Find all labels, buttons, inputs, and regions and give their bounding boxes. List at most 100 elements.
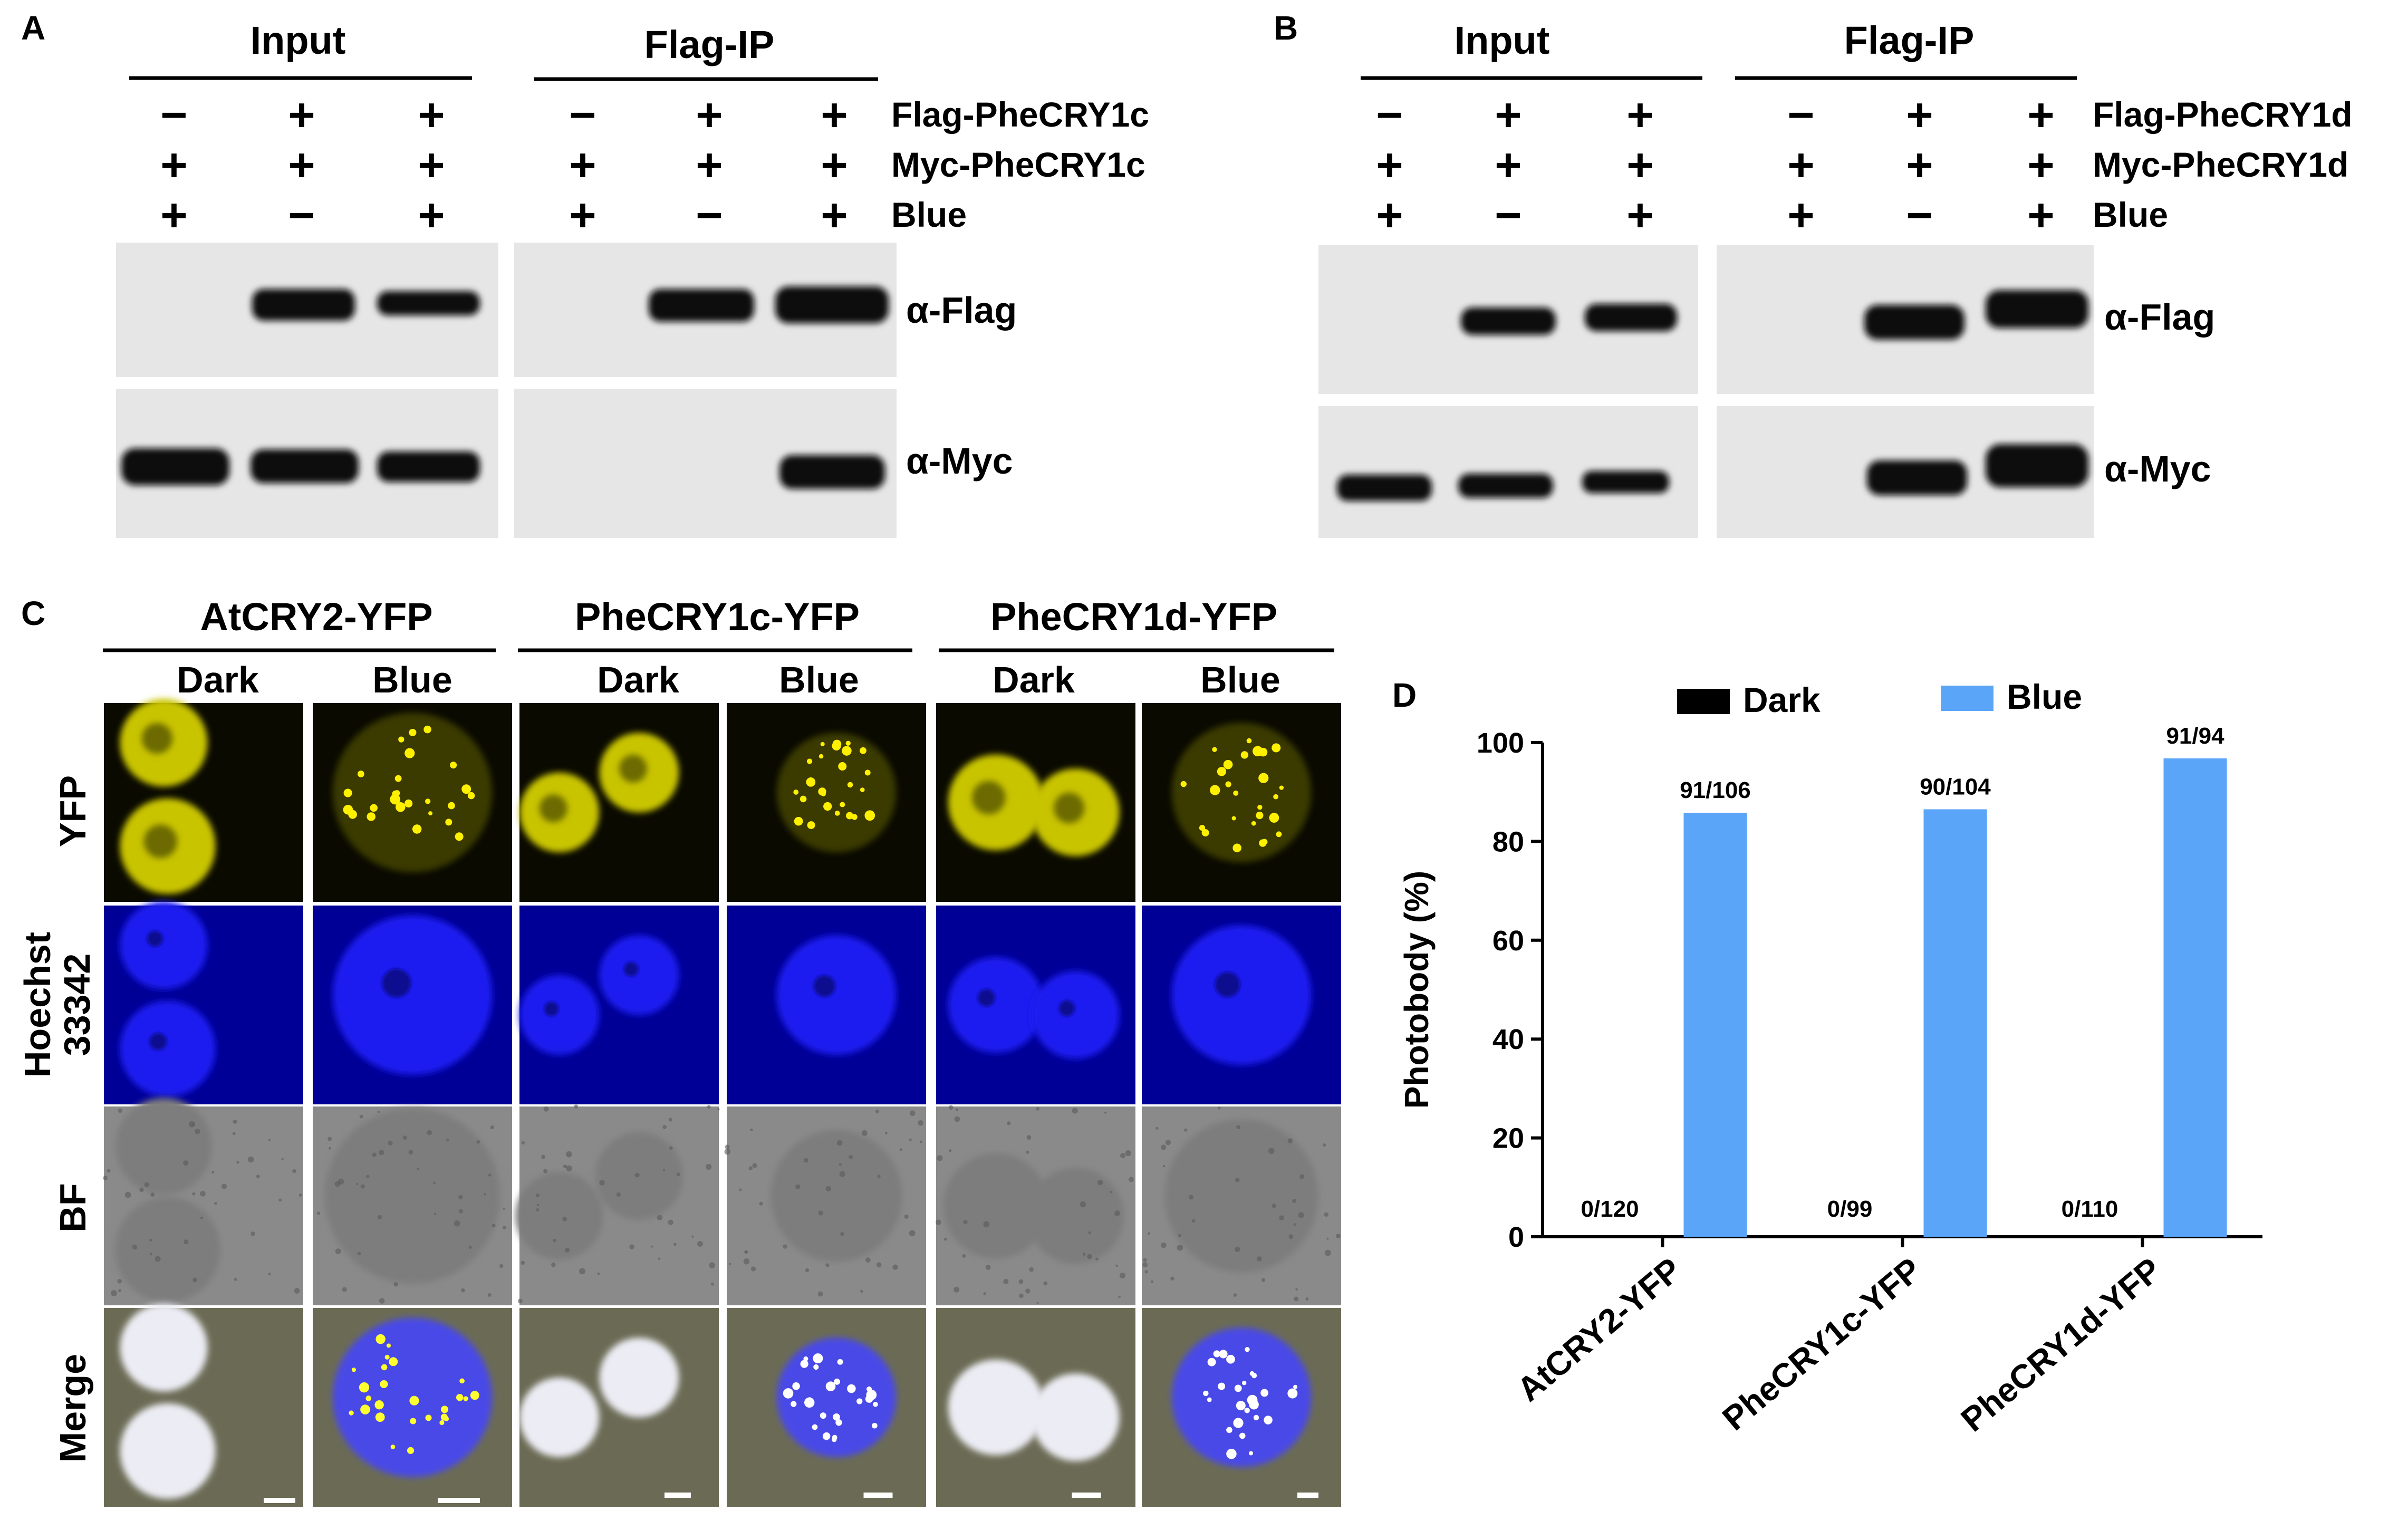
micrograph-tile xyxy=(104,699,303,902)
panel-c-construct: PheCRY1d-YFP xyxy=(990,595,1277,639)
sign: + xyxy=(1787,189,1814,241)
panel-c: C AtCRY2-YFP PheCRY1c-YFP PheCRY1d-YFP D… xyxy=(17,594,1341,1507)
sign: − xyxy=(1376,89,1403,141)
scale-bar xyxy=(1297,1493,1318,1498)
sign: + xyxy=(821,139,848,191)
micrograph-tile xyxy=(1142,1106,1341,1305)
panel-a-antibody-label: α-Myc xyxy=(906,440,1013,482)
sign: + xyxy=(696,89,723,141)
micrograph-tile xyxy=(727,906,926,1104)
x-category-label: PheCRY1d-YFP xyxy=(1954,1250,2169,1439)
panel-b-antibody-label: α-Flag xyxy=(2104,296,2215,338)
micrograph-tile xyxy=(1142,703,1341,902)
panel-b-input-header: Input xyxy=(1455,18,1550,62)
sign: − xyxy=(160,89,187,141)
sign: − xyxy=(1906,189,1933,241)
micrograph-tile xyxy=(313,703,512,902)
sign: + xyxy=(821,189,848,241)
condition-label: Dark xyxy=(597,659,679,700)
micrograph-tile xyxy=(1142,1308,1341,1507)
condition-label: Blue xyxy=(1200,659,1280,700)
micrograph-tile xyxy=(727,1308,926,1507)
sign: + xyxy=(160,189,187,241)
panel-b-row-label: Myc-PheCRY1d xyxy=(2093,145,2348,184)
legend-swatch xyxy=(1941,686,1993,711)
micrograph-tile xyxy=(515,1104,720,1305)
panel-a-antibody-label: α-Flag xyxy=(906,290,1017,331)
condition-label: Dark xyxy=(177,659,259,700)
scale-bar xyxy=(438,1498,480,1503)
x-category-label: PheCRY1c-YFP xyxy=(1715,1250,1928,1438)
micrograph-tile xyxy=(104,901,303,1104)
y-tick-label: 20 xyxy=(1492,1123,1524,1154)
sign: − xyxy=(1787,89,1814,141)
micrograph-tile xyxy=(936,1105,1135,1305)
panel-b-antibody-label: α-Myc xyxy=(2104,448,2211,489)
micrograph-tile xyxy=(1142,906,1341,1104)
bar-data-label: 0/120 xyxy=(1581,1196,1639,1222)
sign: + xyxy=(2027,139,2054,191)
micrograph-tile xyxy=(724,1106,926,1305)
sign: + xyxy=(1626,139,1653,191)
sign: + xyxy=(1376,139,1403,191)
sign: + xyxy=(696,139,723,191)
scale-bar xyxy=(664,1493,691,1498)
legend-label: Blue xyxy=(2007,677,2082,716)
sign: + xyxy=(2027,89,2054,141)
panel-a: A Input Flag-IP − + + − + + + + + + + + … xyxy=(21,9,1149,538)
bar-blue xyxy=(2163,758,2227,1237)
panel-c-label: C xyxy=(21,594,45,632)
panel-b-flagip-header: Flag-IP xyxy=(1844,18,1975,62)
y-axis-label: Photobody (%) xyxy=(1398,871,1436,1109)
bar-data-label: 91/106 xyxy=(1680,777,1751,803)
sign: + xyxy=(2027,189,2054,241)
x-category-label: AtCRY2-YFP xyxy=(1510,1250,1689,1409)
bar-data-label: 0/110 xyxy=(2062,1196,2118,1222)
sign: + xyxy=(1626,189,1653,241)
y-tick-label: 0 xyxy=(1508,1221,1524,1253)
y-tick-label: 60 xyxy=(1492,925,1524,957)
panel-a-row-label: Myc-PheCRY1c xyxy=(891,145,1145,184)
micrograph-tile xyxy=(936,1308,1135,1507)
sign: − xyxy=(569,89,596,141)
panel-b-sign-grid: − + + − + + + + + + + + + − + + − + xyxy=(1376,89,2054,241)
bar-data-label: 90/104 xyxy=(1920,774,1991,800)
scale-bar xyxy=(863,1493,893,1498)
panel-a-input-header: Input xyxy=(251,18,346,62)
micrograph-grid xyxy=(103,699,1341,1507)
micrograph-tile xyxy=(103,1098,303,1305)
condition-label: Blue xyxy=(372,659,452,700)
sign: + xyxy=(418,139,445,191)
bar-data-label: 91/94 xyxy=(2166,723,2224,749)
micrograph-tile xyxy=(936,703,1135,902)
micrograph-tile xyxy=(936,906,1135,1104)
channel-label: 33342 xyxy=(56,954,98,1056)
panel-b-bands xyxy=(1337,290,2088,501)
sign: + xyxy=(418,189,445,241)
scale-bar xyxy=(264,1498,295,1503)
scale-bar xyxy=(1072,1493,1101,1498)
panel-a-row-label: Flag-PheCRY1c xyxy=(891,95,1149,134)
panel-a-row-label: Blue xyxy=(891,195,967,234)
micrograph-tile xyxy=(727,703,926,902)
sign: + xyxy=(418,89,445,141)
sign: + xyxy=(821,89,848,141)
panel-b: B Input Flag-IP − + + − + + + + + + + + … xyxy=(1274,9,2353,538)
micrograph-tile xyxy=(313,1106,512,1305)
panel-d-label: D xyxy=(1392,676,1417,714)
sign: + xyxy=(1906,139,1933,191)
photobody-chart: 0 20 40 60 80 100 Photobody (%) 0/120 91/106 AtCR… xyxy=(1398,677,2262,1439)
sign: − xyxy=(1495,189,1521,241)
sign: + xyxy=(1906,89,1933,141)
panel-a-flagip-header: Flag-IP xyxy=(644,23,775,66)
y-tick-label: 40 xyxy=(1492,1024,1524,1055)
channel-label: YFP xyxy=(52,775,93,847)
micrograph-tile xyxy=(104,1304,303,1507)
condition-label: Dark xyxy=(993,659,1075,700)
bar-blue xyxy=(1683,813,1747,1237)
sign: + xyxy=(1787,139,1814,191)
channel-label: BF xyxy=(52,1183,93,1232)
legend-swatch xyxy=(1677,689,1730,714)
panel-b-label: B xyxy=(1274,9,1298,47)
